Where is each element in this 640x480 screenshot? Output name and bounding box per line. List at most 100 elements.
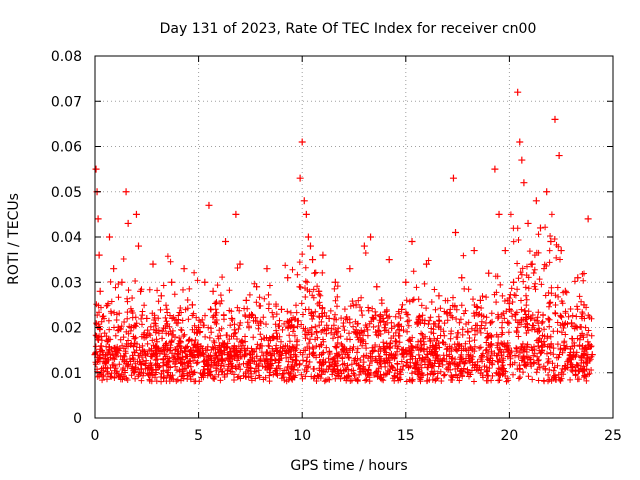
data-point: [568, 319, 576, 327]
data-point: [222, 238, 230, 246]
data-point: [536, 224, 544, 232]
axis-ticks: 0 5 10 15 20 25 0 0.01 0.02 0.03 0.04 0.05 0.06 0.07 0…: [51, 49, 622, 444]
data-point: [209, 287, 217, 295]
y-axis-label: ROTI / TECUs: [6, 193, 22, 285]
data-point: [184, 360, 192, 368]
data-point: [195, 324, 203, 331]
y-tick-label: 0.05: [51, 185, 82, 201]
data-point: [367, 233, 375, 241]
data-point: [188, 301, 196, 309]
data-point: [284, 274, 292, 282]
data-point: [137, 287, 145, 295]
data-point: [319, 251, 327, 259]
roti-series: [91, 88, 596, 372]
x-tick-label: 15: [397, 428, 415, 444]
data-point: [124, 219, 132, 227]
data-point: [547, 238, 555, 246]
data-point: [94, 215, 102, 223]
data-point: [106, 233, 114, 241]
data-point: [95, 251, 103, 259]
data-point: [304, 233, 312, 241]
data-point: [516, 138, 524, 146]
data-point: [253, 283, 261, 291]
data-point: [118, 278, 126, 286]
y-tick-label: 0.01: [51, 366, 82, 382]
y-tick-label: 0.03: [51, 275, 82, 291]
data-point: [485, 269, 493, 277]
data-point: [408, 238, 416, 246]
data-point: [352, 301, 360, 309]
data-point: [139, 346, 147, 354]
data-point: [127, 324, 135, 331]
data-point: [168, 278, 176, 286]
data-point: [543, 188, 551, 196]
data-point: [135, 242, 143, 250]
y-tick-label: 0.08: [51, 49, 82, 65]
data-point: [584, 215, 592, 223]
data-point: [246, 351, 254, 359]
data-point: [476, 296, 484, 304]
data-point: [110, 265, 118, 273]
data-point: [532, 197, 540, 205]
data-point: [257, 319, 265, 327]
y-tick-label: 0.06: [51, 140, 82, 156]
data-point: [340, 346, 348, 354]
data-point: [443, 310, 451, 318]
data-point: [574, 274, 582, 282]
data-point: [402, 278, 410, 286]
data-point: [201, 278, 209, 286]
data-point: [311, 269, 319, 277]
data-point: [96, 287, 104, 295]
data-point: [470, 247, 478, 255]
data-point: [302, 210, 310, 218]
data-point: [557, 247, 565, 255]
dense-noise-band: [92, 211, 595, 385]
data-point: [263, 265, 271, 273]
data-point: [510, 278, 518, 286]
data-point: [423, 260, 431, 268]
data-point: [290, 324, 298, 331]
data-point: [495, 210, 503, 218]
data-point: [132, 210, 140, 218]
noise-marks: [92, 211, 595, 385]
data-point: [514, 88, 522, 96]
x-tick-label: 0: [91, 428, 100, 444]
data-point: [524, 219, 532, 227]
data-point: [306, 242, 314, 250]
x-tick-label: 25: [604, 428, 622, 444]
data-point: [331, 278, 339, 286]
data-point: [298, 138, 306, 146]
data-point: [143, 314, 151, 322]
data-point: [122, 188, 130, 196]
data-point: [458, 274, 466, 282]
data-point: [551, 115, 559, 123]
x-tick-label: 20: [500, 428, 518, 444]
data-point: [157, 292, 165, 300]
y-tick-label: 0.07: [51, 94, 82, 110]
data-point: [236, 260, 244, 268]
grid-lines: [95, 56, 613, 418]
y-tick-label: 0.04: [51, 230, 82, 246]
data-point: [161, 342, 169, 350]
data-point: [149, 260, 157, 268]
data-point: [360, 242, 368, 250]
data-point: [346, 265, 354, 273]
chart-title: Day 131 of 2023, Rate Of TEC Index for r…: [160, 21, 537, 37]
data-point: [385, 256, 393, 264]
data-point: [180, 265, 188, 273]
data-point: [300, 197, 308, 205]
y-tick-label: 0: [73, 411, 82, 427]
x-tick-label: 5: [194, 428, 203, 444]
data-point: [520, 179, 528, 187]
data-point: [296, 174, 304, 182]
data-point: [269, 333, 277, 341]
data-point: [452, 228, 460, 236]
data-point: [373, 283, 381, 291]
data-point: [435, 292, 443, 300]
data-point: [491, 165, 499, 173]
data-point: [561, 287, 569, 295]
data-point: [174, 319, 182, 327]
data-point: [97, 333, 105, 341]
data-point: [277, 305, 285, 313]
data-point: [501, 247, 509, 255]
